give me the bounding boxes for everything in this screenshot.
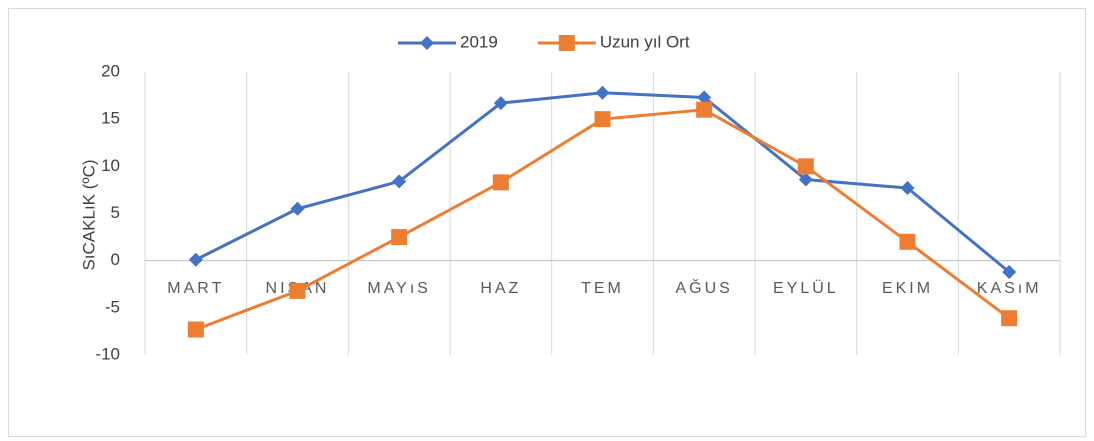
marker [797, 158, 814, 175]
x-tick-label: HAZ [480, 280, 521, 297]
x-tick-label: EKIM [882, 280, 933, 297]
x-tick-label: MAYıS [367, 280, 431, 297]
y-tick-label: 20 [101, 61, 120, 80]
marker [188, 252, 203, 267]
marker [558, 35, 575, 51]
x-tick-label: AĞUS [675, 278, 732, 297]
x-tick-label: KASıM [977, 280, 1042, 297]
x-tick-label: MART [167, 280, 224, 297]
y-tick-label: -10 [95, 344, 120, 363]
legend-label: Uzun yıl Ort [600, 32, 690, 51]
y-tick-label: 5 [111, 203, 120, 222]
marker [392, 174, 407, 189]
marker [697, 90, 712, 105]
marker [899, 233, 916, 250]
marker [289, 282, 306, 299]
marker [1001, 310, 1018, 327]
y-axis-title: SıCAKLıK (ºC) [79, 159, 98, 270]
marker [696, 101, 713, 118]
marker [391, 229, 408, 246]
marker [1002, 264, 1017, 279]
marker [290, 201, 305, 216]
marker [595, 85, 610, 100]
x-tick-label: TEM [581, 280, 624, 297]
chart-border [8, 8, 1086, 437]
marker [420, 36, 434, 50]
marker [493, 96, 508, 111]
marker [900, 181, 915, 196]
y-tick-label: 15 [101, 109, 120, 128]
y-tick-label: -5 [105, 297, 120, 316]
y-tick-label: 10 [101, 156, 120, 175]
marker [594, 111, 611, 128]
y-tick-label: 0 [111, 250, 120, 269]
marker [187, 321, 204, 338]
marker [492, 174, 509, 191]
marker [798, 172, 813, 187]
legend-label: 2019 [460, 32, 498, 51]
x-tick-label: EYLÜL [773, 279, 839, 297]
